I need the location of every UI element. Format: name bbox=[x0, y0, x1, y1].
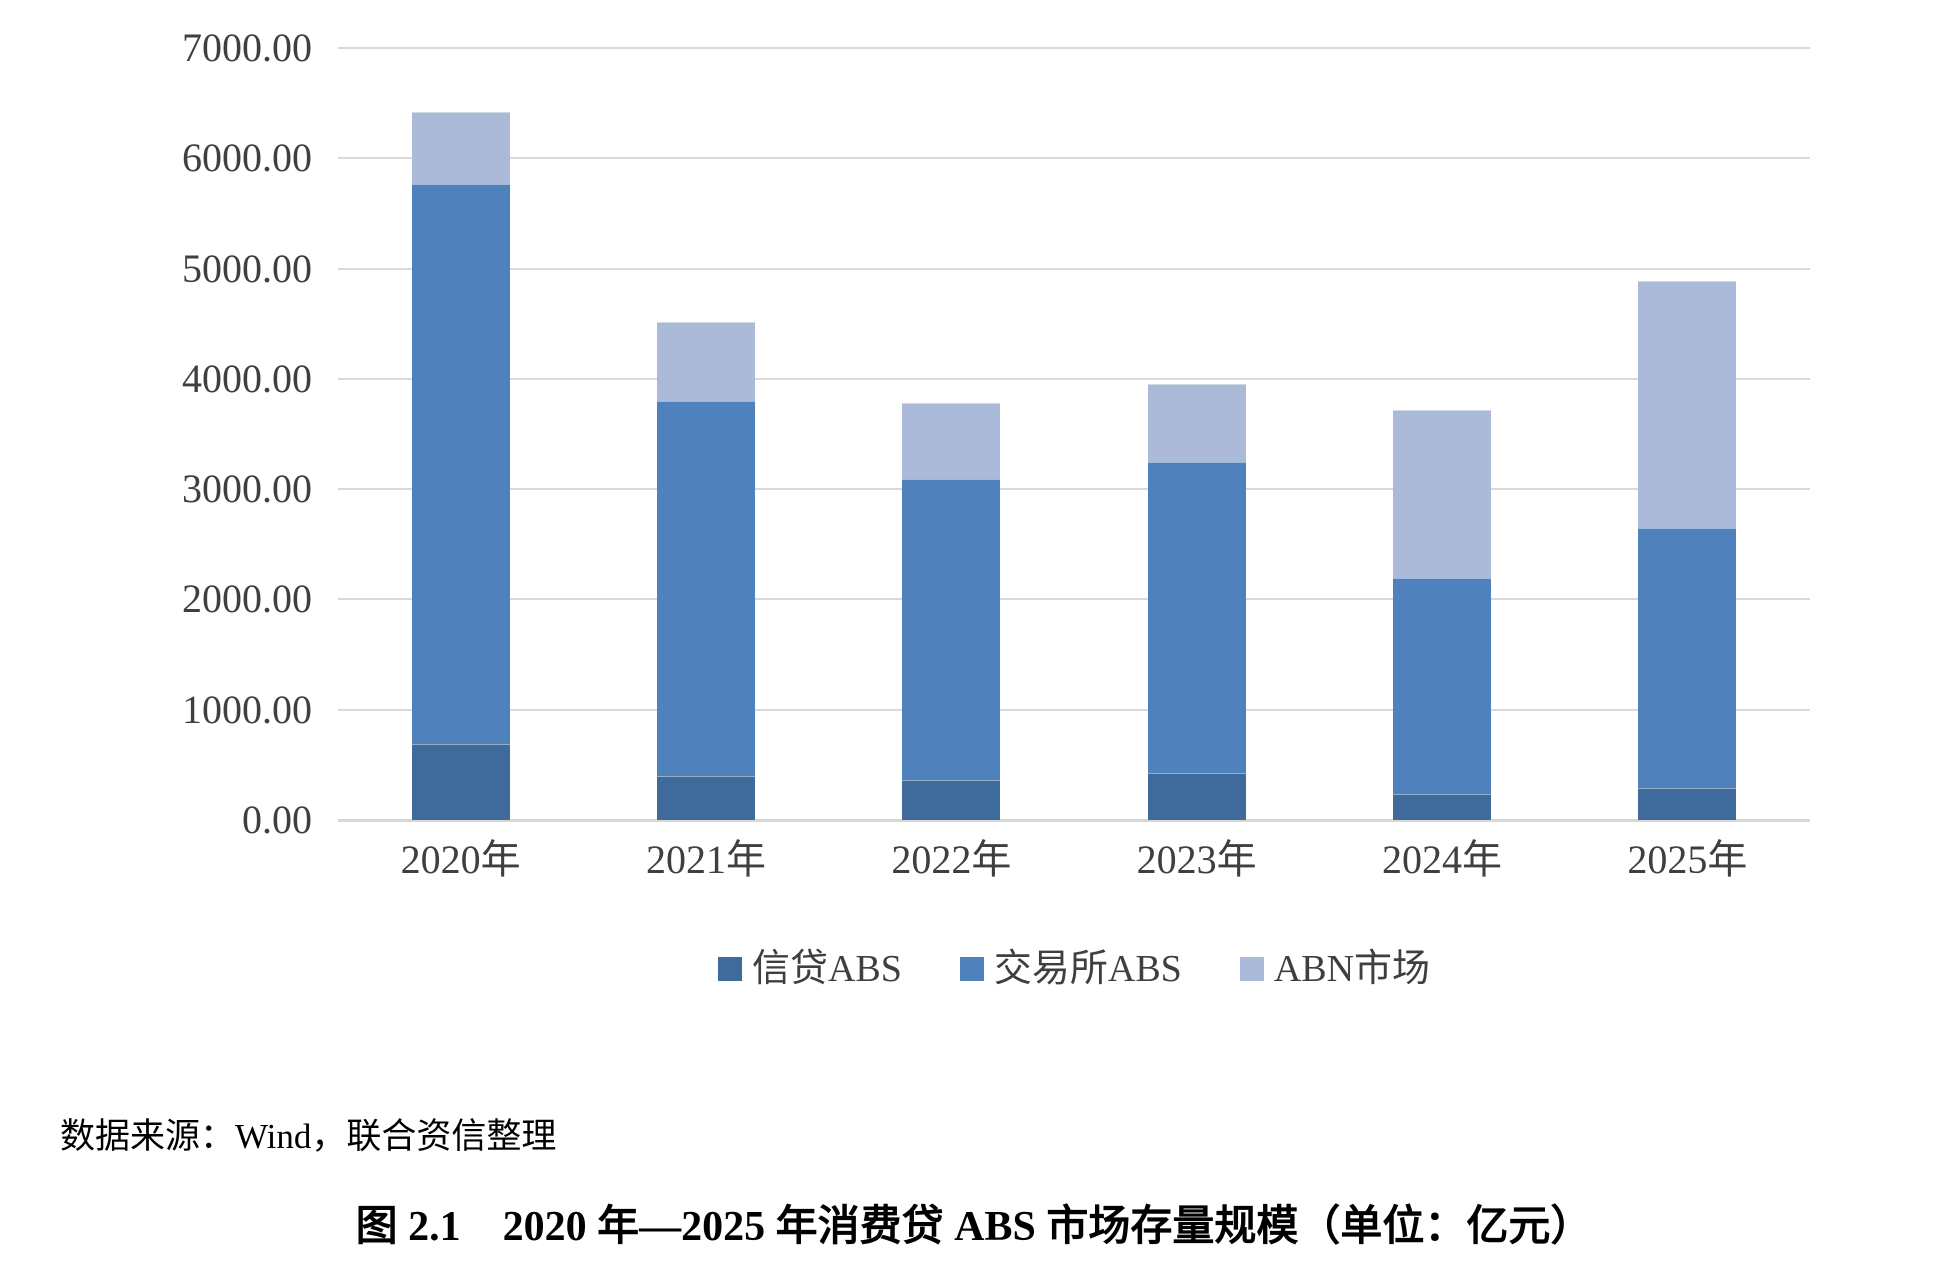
bar-stack-2024年[interactable] bbox=[1393, 409, 1491, 820]
x-tick-label-2021年: 2021年 bbox=[646, 837, 766, 882]
y-tick-label-7000: 7000.00 bbox=[182, 25, 312, 70]
bar-segment-2023年-交易所ABS[interactable] bbox=[1147, 462, 1246, 773]
bar-segment-2022年-信贷ABS[interactable] bbox=[902, 780, 1001, 820]
bar-stack-2023年[interactable] bbox=[1147, 384, 1246, 820]
chart-caption: 图 2.1 2020 年—2025 年消费贷 ABS 市场存量规模（单位：亿元） bbox=[355, 1204, 1593, 1250]
legend-label: 信贷ABS bbox=[751, 948, 902, 990]
x-tick-label-2022年: 2022年 bbox=[891, 837, 1012, 882]
y-tick-label-2000: 2000.00 bbox=[182, 576, 312, 622]
source-note: 数据来源：Wind，联合资信整理 bbox=[60, 1117, 557, 1156]
bar-segment-2020年-ABN市场[interactable] bbox=[411, 111, 510, 185]
gridline-4000 bbox=[338, 377, 1810, 380]
gridline-0 bbox=[338, 819, 1810, 822]
x-axis: 2020年 2021年 2022年 2023年 2024年 2025年 bbox=[338, 836, 1810, 892]
legend-swatch-icon bbox=[1239, 957, 1264, 981]
legend-label: ABN市场 bbox=[1273, 948, 1431, 990]
legend-swatch-icon bbox=[717, 957, 742, 981]
y-tick-label-3000: 3000.00 bbox=[182, 466, 312, 512]
gridline-2000 bbox=[338, 598, 1810, 601]
bar-segment-2025年-信贷ABS[interactable] bbox=[1638, 788, 1737, 820]
bar-segment-2025年-ABN市场[interactable] bbox=[1638, 280, 1737, 528]
gridline-6000 bbox=[338, 157, 1810, 160]
bar-segment-2021年-ABN市场[interactable] bbox=[657, 322, 755, 402]
bar-segment-2021年-信贷ABS[interactable] bbox=[657, 775, 755, 820]
gridline-1000 bbox=[338, 708, 1810, 711]
bar-stack-2025年[interactable] bbox=[1638, 280, 1737, 820]
bar-stack-2022年[interactable] bbox=[902, 403, 1001, 820]
x-tick-label-2023年: 2023年 bbox=[1136, 837, 1257, 882]
y-tick-label-1000: 1000.00 bbox=[182, 686, 312, 732]
gridline-5000 bbox=[338, 267, 1810, 270]
y-tick-label-5000: 5000.00 bbox=[182, 245, 312, 291]
y-axis: 7000.00 6000.00 5000.00 4000.00 3000.00 2000.… bbox=[0, 28, 312, 840]
legend-item-ABN市场[interactable]: ABN市场 bbox=[1239, 948, 1431, 990]
bar-segment-2024年-信贷ABS[interactable] bbox=[1393, 793, 1491, 820]
bar-segment-2020年-交易所ABS[interactable] bbox=[411, 184, 510, 744]
legend: 信贷ABS 交易所ABS ABN市场 bbox=[338, 950, 1810, 988]
bar-segment-2024年-ABN市场[interactable] bbox=[1393, 409, 1491, 578]
bar-segment-2025年-交易所ABS[interactable] bbox=[1638, 527, 1737, 789]
y-tick-label-4000: 4000.00 bbox=[182, 355, 312, 401]
legend-item-信贷ABS[interactable]: 信贷ABS bbox=[717, 948, 902, 990]
x-tick-label-2025年: 2025年 bbox=[1627, 837, 1748, 882]
bar-segment-2020年-信贷ABS[interactable] bbox=[411, 743, 510, 820]
bar-stack-2021年[interactable] bbox=[657, 322, 755, 820]
bar-segment-2023年-信贷ABS[interactable] bbox=[1147, 772, 1246, 820]
bar-segment-2024年-交易所ABS[interactable] bbox=[1393, 577, 1491, 794]
bar-segment-2023年-ABN市场[interactable] bbox=[1147, 384, 1246, 463]
bar-segment-2022年-ABN市场[interactable] bbox=[902, 403, 1001, 480]
y-tick-label-6000: 6000.00 bbox=[182, 135, 312, 181]
y-tick-label-0: 0.00 bbox=[242, 797, 312, 842]
plot-area bbox=[338, 47, 1810, 822]
bar-segment-2021年-交易所ABS[interactable] bbox=[657, 401, 755, 776]
legend-swatch-icon bbox=[959, 957, 984, 981]
gridline-3000 bbox=[338, 488, 1810, 491]
bar-stack-2020年[interactable] bbox=[411, 111, 510, 820]
legend-item-交易所ABS[interactable]: 交易所ABS bbox=[959, 948, 1182, 990]
x-tick-label-2020年: 2020年 bbox=[400, 837, 521, 882]
bar-segment-2022年-交易所ABS[interactable] bbox=[902, 479, 1001, 781]
legend-label: 交易所ABS bbox=[993, 948, 1182, 990]
gridline-7000 bbox=[338, 47, 1810, 49]
x-tick-label-2024年: 2024年 bbox=[1382, 837, 1502, 882]
